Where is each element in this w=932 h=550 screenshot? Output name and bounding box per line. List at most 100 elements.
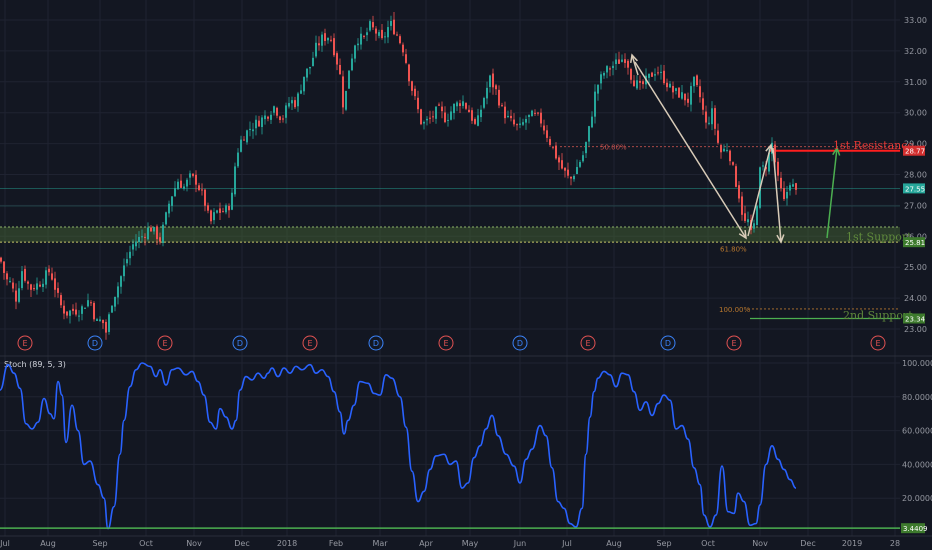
candle-down[interactable] bbox=[432, 116, 434, 118]
candle-up[interactable] bbox=[480, 109, 482, 118]
drawing-arrows[interactable] bbox=[629, 53, 841, 244]
candle-down[interactable] bbox=[336, 53, 338, 65]
candle-down[interactable] bbox=[339, 65, 341, 75]
candle-up[interactable] bbox=[792, 184, 794, 187]
candle-up[interactable] bbox=[171, 196, 173, 206]
candle-down[interactable] bbox=[459, 103, 461, 106]
candle-up[interactable] bbox=[84, 307, 86, 309]
stoch-axis[interactable]: 100.0000 80.0000 60.0000 40.0000 20.0000 bbox=[902, 359, 932, 503]
candle-up[interactable] bbox=[126, 259, 128, 264]
candle-down[interactable] bbox=[705, 111, 707, 123]
candle-down[interactable] bbox=[105, 321, 107, 333]
candle-down[interactable] bbox=[684, 93, 686, 101]
candle-down[interactable] bbox=[39, 284, 41, 287]
candle-down[interactable] bbox=[399, 36, 401, 44]
candle-up[interactable] bbox=[531, 110, 533, 117]
candle-up[interactable] bbox=[186, 179, 188, 187]
candle-up[interactable] bbox=[288, 103, 290, 107]
candle-down[interactable] bbox=[318, 43, 320, 46]
candle-up[interactable] bbox=[477, 115, 479, 126]
candle-down[interactable] bbox=[414, 88, 416, 97]
candle-up[interactable] bbox=[387, 27, 389, 38]
event-marker-circle[interactable] bbox=[17, 335, 33, 351]
candle-down[interactable] bbox=[396, 34, 398, 36]
candle-up[interactable] bbox=[669, 83, 671, 88]
candle-up[interactable] bbox=[300, 90, 302, 94]
candle-down[interactable] bbox=[441, 106, 443, 112]
candle-down[interactable] bbox=[618, 59, 620, 64]
event-marker-circle[interactable] bbox=[368, 335, 384, 351]
candle-down[interactable] bbox=[204, 189, 206, 206]
candle-down[interactable] bbox=[180, 180, 182, 188]
candle-down[interactable] bbox=[783, 188, 785, 200]
candle-up[interactable] bbox=[591, 116, 593, 128]
candle-up[interactable] bbox=[165, 212, 167, 225]
candle-up[interactable] bbox=[108, 314, 110, 332]
candle-up[interactable] bbox=[603, 72, 605, 76]
event-marker-circle[interactable] bbox=[580, 335, 596, 351]
candle-up[interactable] bbox=[435, 106, 437, 119]
candle-down[interactable] bbox=[201, 189, 203, 191]
candle-up[interactable] bbox=[660, 71, 662, 73]
candle-down[interactable] bbox=[468, 109, 470, 113]
candle-down[interactable] bbox=[777, 161, 779, 176]
candle-down[interactable] bbox=[402, 44, 404, 53]
candle-up[interactable] bbox=[114, 296, 116, 307]
candle-down[interactable] bbox=[420, 109, 422, 125]
candle-down[interactable] bbox=[546, 130, 548, 138]
first-support-label[interactable]: 1st Support bbox=[846, 230, 912, 243]
candle-down[interactable] bbox=[465, 103, 467, 109]
candle-down[interactable] bbox=[633, 80, 635, 87]
candle-up[interactable] bbox=[528, 114, 530, 118]
candle-down[interactable] bbox=[330, 39, 332, 41]
candle-down[interactable] bbox=[624, 59, 626, 63]
candle-down[interactable] bbox=[549, 139, 551, 145]
candle-up[interactable] bbox=[648, 73, 650, 78]
candle-down[interactable] bbox=[276, 107, 278, 116]
arrow-bounce[interactable] bbox=[747, 144, 772, 237]
candle-down[interactable] bbox=[444, 112, 446, 123]
candle-up[interactable] bbox=[252, 129, 254, 132]
candle-up[interactable] bbox=[426, 118, 428, 121]
candle-down[interactable] bbox=[696, 75, 698, 86]
candle-up[interactable] bbox=[123, 265, 125, 277]
candle-up[interactable] bbox=[351, 58, 353, 71]
candle-up[interactable] bbox=[306, 68, 308, 78]
candle-up[interactable] bbox=[447, 119, 449, 121]
candle-down[interactable] bbox=[663, 70, 665, 84]
candle-down[interactable] bbox=[0, 257, 2, 262]
candle-up[interactable] bbox=[681, 92, 683, 99]
candle-down[interactable] bbox=[381, 29, 383, 39]
candle-up[interactable] bbox=[711, 108, 713, 125]
candle-down[interactable] bbox=[744, 213, 746, 221]
candle-up[interactable] bbox=[174, 188, 176, 197]
candle-up[interactable] bbox=[309, 66, 311, 69]
candle-down[interactable] bbox=[63, 305, 65, 314]
candle-down[interactable] bbox=[741, 196, 743, 215]
candle-down[interactable] bbox=[393, 19, 395, 35]
candle-up[interactable] bbox=[390, 21, 392, 26]
candle-up[interactable] bbox=[525, 119, 527, 123]
candle-up[interactable] bbox=[690, 86, 692, 105]
candle-up[interactable] bbox=[675, 88, 677, 91]
candle-down[interactable] bbox=[258, 120, 260, 127]
candle-down[interactable] bbox=[159, 237, 161, 242]
candle-up[interactable] bbox=[132, 244, 134, 250]
candle-up[interactable] bbox=[483, 98, 485, 108]
candle-down[interactable] bbox=[144, 236, 146, 238]
candle-up[interactable] bbox=[96, 319, 98, 321]
candle-down[interactable] bbox=[93, 302, 95, 320]
second-support-label[interactable]: 2nd Support bbox=[843, 309, 913, 322]
candle-up[interactable] bbox=[216, 210, 218, 213]
stoch-line[interactable] bbox=[0, 362, 797, 530]
event-marker-circle[interactable] bbox=[87, 335, 103, 351]
candle-up[interactable] bbox=[753, 223, 755, 229]
candle-up[interactable] bbox=[573, 175, 575, 180]
candle-up[interactable] bbox=[726, 149, 728, 151]
candle-up[interactable] bbox=[327, 37, 329, 41]
candle-up[interactable] bbox=[303, 76, 305, 92]
candle-down[interactable] bbox=[714, 108, 716, 129]
candle-up[interactable] bbox=[312, 57, 314, 67]
candle-down[interactable] bbox=[150, 227, 152, 232]
arrow-drop-start[interactable] bbox=[631, 54, 639, 76]
